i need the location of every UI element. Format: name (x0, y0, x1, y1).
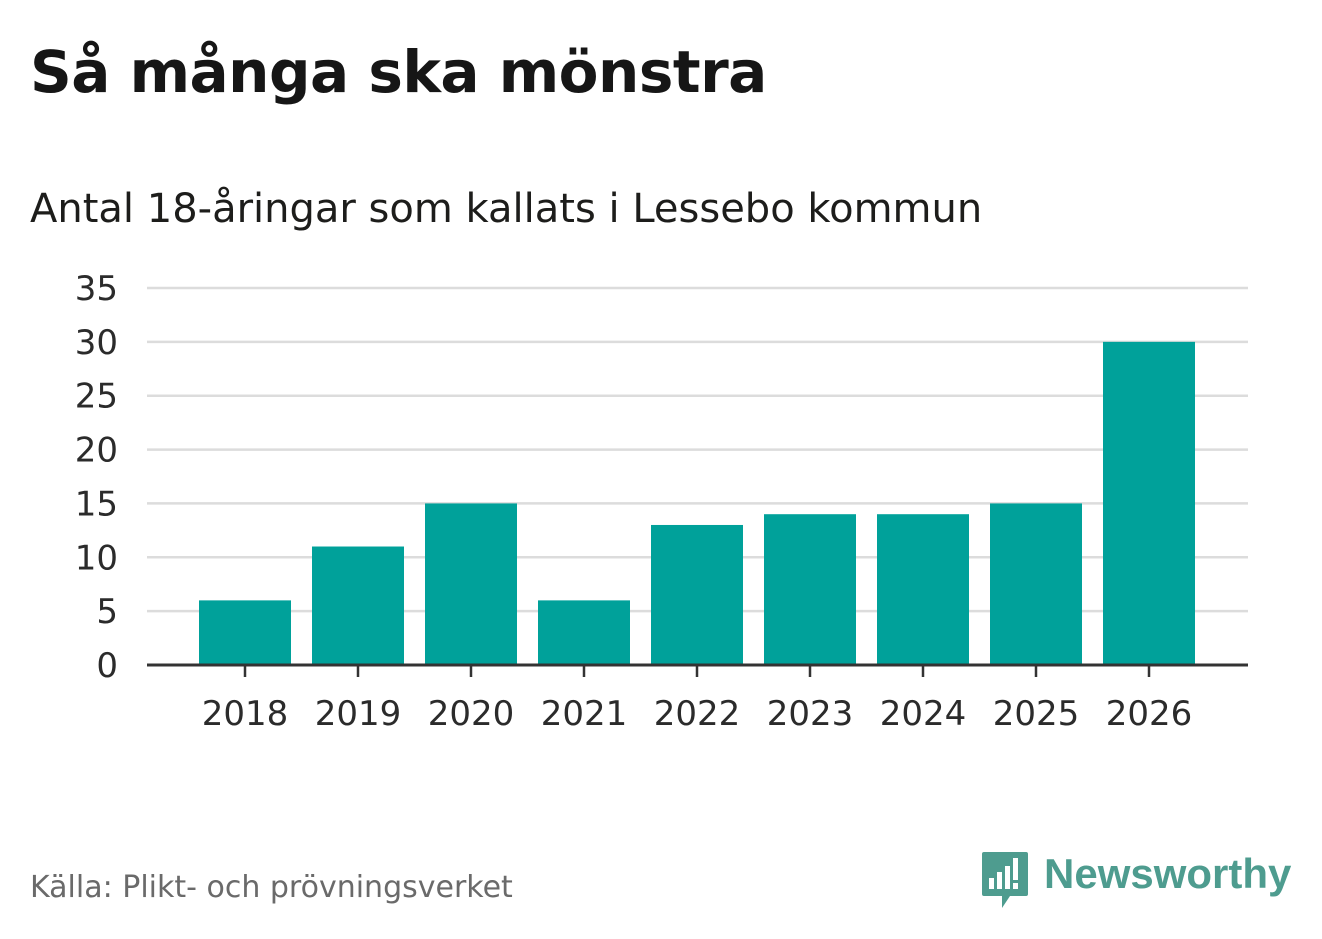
chart-subtitle: Antal 18-åringar som kallats i Lessebo k… (30, 186, 983, 232)
y-tick-label: 5 (96, 592, 118, 632)
x-axis-ticks: 2018 2019 2020 2021 2022 2023 2024 2025 2026 (202, 694, 1193, 734)
bar-2022 (651, 524, 743, 665)
bar-2023 (764, 514, 856, 665)
brand-name: Newsworthy (1044, 850, 1292, 897)
x-tick-label: 2025 (993, 694, 1080, 734)
bars (199, 341, 1195, 665)
bar-2018 (199, 600, 291, 665)
x-tick-label: 2026 (1106, 694, 1193, 734)
x-tick-label: 2018 (202, 694, 289, 734)
bar-2019 (312, 546, 404, 665)
chart-title: Så många ska mönstra (30, 38, 767, 106)
bar-2021 (538, 600, 630, 665)
y-tick-label: 10 (75, 538, 118, 578)
y-tick-label: 20 (75, 431, 118, 471)
bar-2026 (1103, 341, 1195, 665)
x-tick-label: 2019 (315, 694, 402, 734)
y-tick-label: 25 (75, 377, 118, 417)
bar-2024 (877, 514, 969, 665)
y-tick-label: 0 (96, 646, 118, 686)
bar-2020 (425, 503, 517, 665)
x-tick-label: 2023 (767, 694, 854, 734)
y-tick-label: 35 (75, 269, 118, 309)
source-note: Källa: Plikt- och prövningsverket (30, 870, 513, 905)
x-tick-label: 2024 (880, 694, 967, 734)
newsworthy-logo-icon (982, 852, 1028, 908)
y-tick-label: 30 (75, 323, 118, 363)
x-axis (147, 663, 1248, 677)
bar-2025 (990, 503, 1082, 665)
y-tick-label: 15 (75, 484, 118, 524)
newsworthy-brand: Newsworthy (980, 850, 1291, 910)
x-tick-label: 2020 (428, 694, 515, 734)
x-tick-label: 2021 (541, 694, 628, 734)
y-axis-ticks: 0 5 10 15 20 25 30 35 (75, 269, 118, 686)
x-tick-label: 2022 (654, 694, 741, 734)
